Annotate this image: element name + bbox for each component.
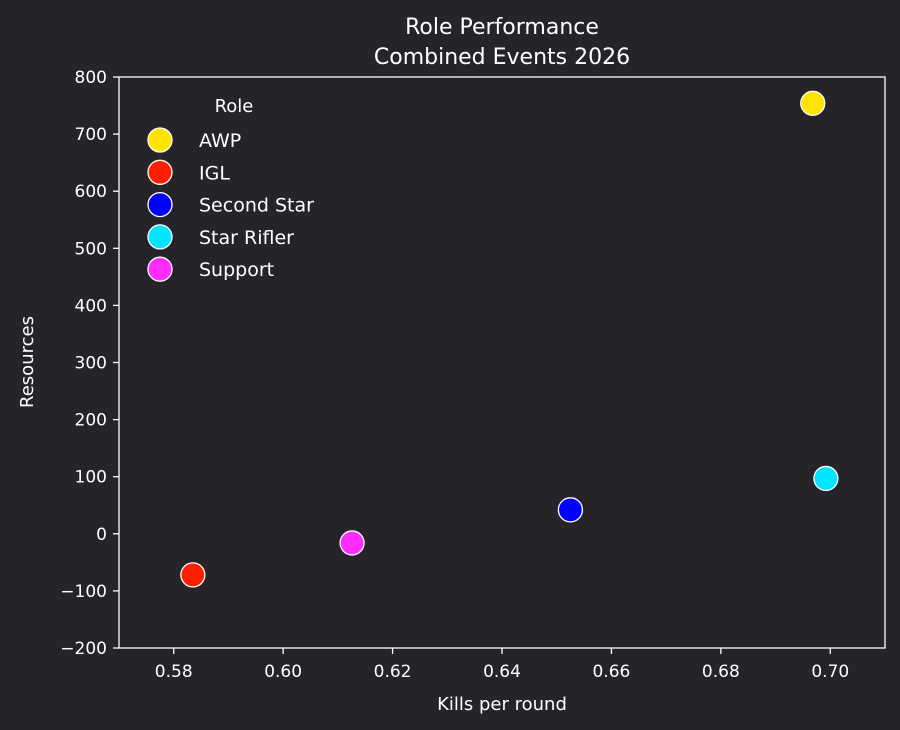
y-axis-ticks: −200 −100 0 100 200 300 400 500 600 700 800: [60, 68, 119, 659]
x-tick-label: 0.58: [155, 662, 193, 682]
data-point: [813, 465, 839, 492]
y-tick-label: 200: [75, 411, 107, 431]
legend-marker: [147, 127, 173, 153]
legend: Role AWP IGL Second Star Star Rifler Support: [147, 96, 314, 282]
legend-marker: [147, 256, 173, 282]
data-points: [180, 90, 839, 588]
legend-label: Second Star: [199, 195, 314, 217]
x-axis-label: Kills per round: [437, 694, 567, 715]
x-tick-label: 0.62: [374, 662, 412, 682]
plot-area: [118, 76, 886, 649]
legend-marker: [147, 191, 173, 218]
y-tick-label: −100: [60, 582, 107, 602]
y-tick-label: 300: [75, 354, 107, 374]
legend-label: Support: [199, 259, 274, 281]
y-axis-label: Resources: [17, 316, 38, 408]
legend-label: AWP: [199, 130, 241, 152]
x-axis-ticks: 0.58 0.60 0.62 0.64 0.66 0.68 0.70: [155, 648, 849, 682]
y-tick-label: 600: [75, 182, 107, 202]
x-tick-label: 0.66: [592, 662, 630, 682]
y-tick-label: 400: [75, 296, 107, 316]
data-point: [339, 530, 365, 556]
data-point: [180, 562, 206, 588]
legend-marker: [147, 224, 173, 250]
legend-label: IGL: [199, 162, 230, 184]
data-point: [800, 90, 826, 116]
x-tick-label: 0.70: [811, 662, 849, 682]
y-tick-label: 0: [96, 525, 107, 545]
legend-label: Star Rifler: [199, 227, 294, 249]
legend-marker: [147, 159, 173, 185]
y-tick-label: 800: [75, 68, 107, 88]
x-tick-label: 0.68: [702, 662, 740, 682]
y-tick-label: 100: [75, 468, 107, 488]
chart-title-line-1: Role Performance: [405, 15, 599, 40]
x-tick-label: 0.60: [264, 662, 302, 682]
data-point: [557, 497, 584, 523]
y-tick-label: 700: [75, 125, 107, 145]
legend-title: Role: [215, 96, 254, 117]
y-tick-label: 500: [75, 239, 107, 259]
x-tick-label: 0.64: [483, 662, 521, 682]
y-tick-label: −200: [60, 639, 107, 659]
chart-title-line-2: Combined Events 2026: [374, 45, 630, 70]
